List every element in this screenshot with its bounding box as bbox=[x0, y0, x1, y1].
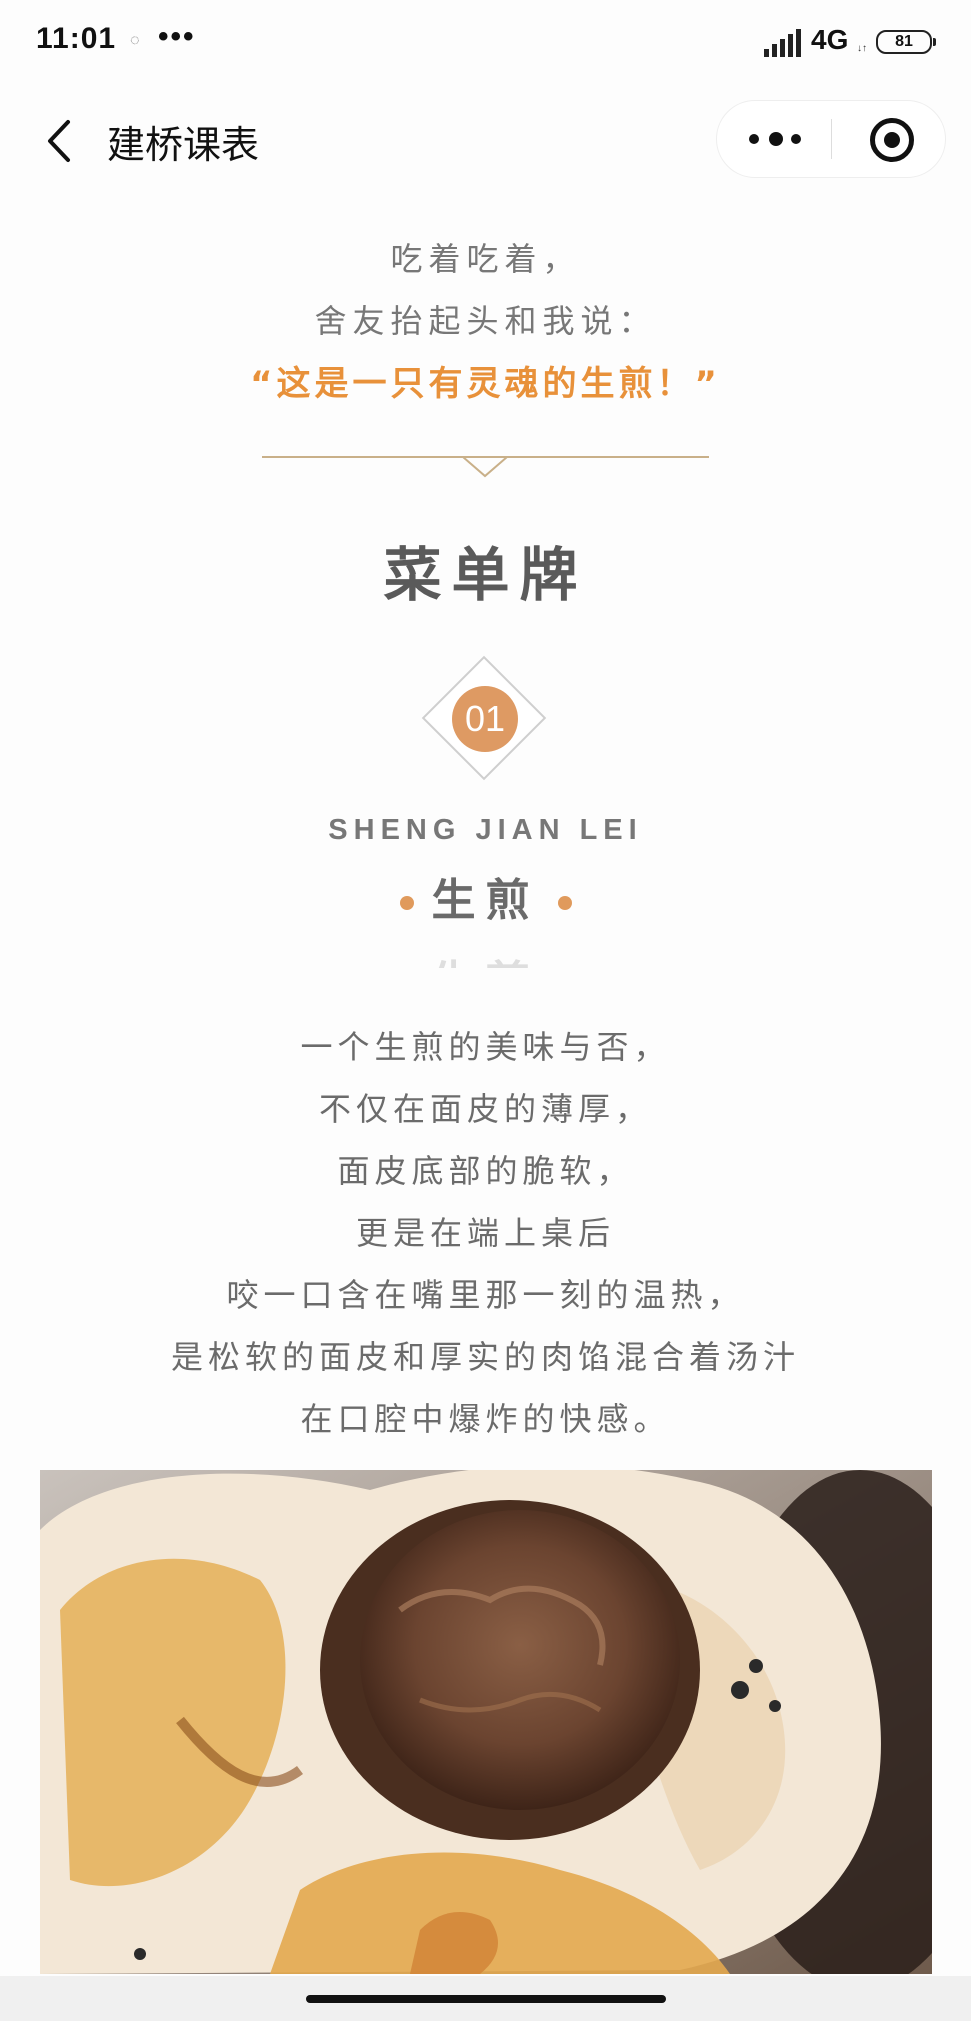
dish-title-ghost: 生煎 bbox=[432, 957, 540, 968]
body-line-3: 面皮底部的脆软， bbox=[337, 1152, 634, 1190]
status-dots: ••• bbox=[158, 20, 196, 53]
dish-title-row: 生煎 bbox=[0, 864, 971, 928]
highlight-quote: “这是一只有灵魂的生煎！” bbox=[250, 364, 721, 404]
food-photo bbox=[40, 1470, 932, 1974]
dot-right-icon bbox=[557, 896, 572, 910]
latin-title: SHENG JIAN LEI bbox=[328, 814, 643, 846]
divider-arrow bbox=[262, 456, 709, 478]
body-line-4: 更是在端上桌后 bbox=[355, 1214, 615, 1252]
page-title: 建桥课表 bbox=[107, 123, 260, 167]
body-line-5: 咬一口含在嘴里那一刻的温热， bbox=[226, 1276, 745, 1314]
status-time: 11:01 bbox=[36, 22, 117, 55]
intro-line-1: 吃着吃着， bbox=[390, 240, 581, 278]
dish-title: 生煎 bbox=[431, 875, 540, 926]
shengjian-illustration bbox=[40, 1470, 932, 1974]
close-mini-icon[interactable] bbox=[870, 118, 914, 162]
signal-icon bbox=[764, 29, 802, 57]
back-icon[interactable] bbox=[40, 116, 80, 166]
status-bar: 11:01 ◌ ••• 4G ↓↑ 81 bbox=[0, 0, 971, 84]
mini-program-capsule bbox=[716, 100, 946, 178]
more-icon[interactable] bbox=[749, 131, 805, 147]
body-line-1: 一个生煎的美味与否， bbox=[300, 1028, 671, 1066]
battery-icon: 81 bbox=[876, 30, 936, 54]
nav-header: 建桥课表 bbox=[0, 96, 971, 188]
section-title: 菜单牌 bbox=[383, 541, 588, 609]
dot-left-icon bbox=[399, 896, 414, 910]
number-badge: 01 bbox=[421, 655, 548, 782]
dish-title-reflection: 生煎 bbox=[0, 946, 971, 968]
network-activity-icon: ↓↑ bbox=[857, 43, 867, 54]
notification-icon: ◌ bbox=[130, 32, 140, 49]
body-line-7: 在口腔中爆炸的快感。 bbox=[300, 1400, 671, 1438]
network-label: 4G bbox=[811, 24, 849, 55]
badge-number: 01 bbox=[452, 686, 518, 752]
battery-level: 81 bbox=[895, 33, 913, 50]
body-line-6: 是松软的面皮和厚实的肉馅混合着汤汁 bbox=[170, 1338, 800, 1376]
intro-line-2: 舍友抬起头和我说： bbox=[314, 302, 657, 340]
capsule-divider bbox=[831, 119, 832, 159]
home-indicator[interactable] bbox=[306, 1995, 666, 2003]
home-bar bbox=[0, 1976, 971, 2021]
body-line-2: 不仅在面皮的薄厚， bbox=[318, 1090, 652, 1128]
